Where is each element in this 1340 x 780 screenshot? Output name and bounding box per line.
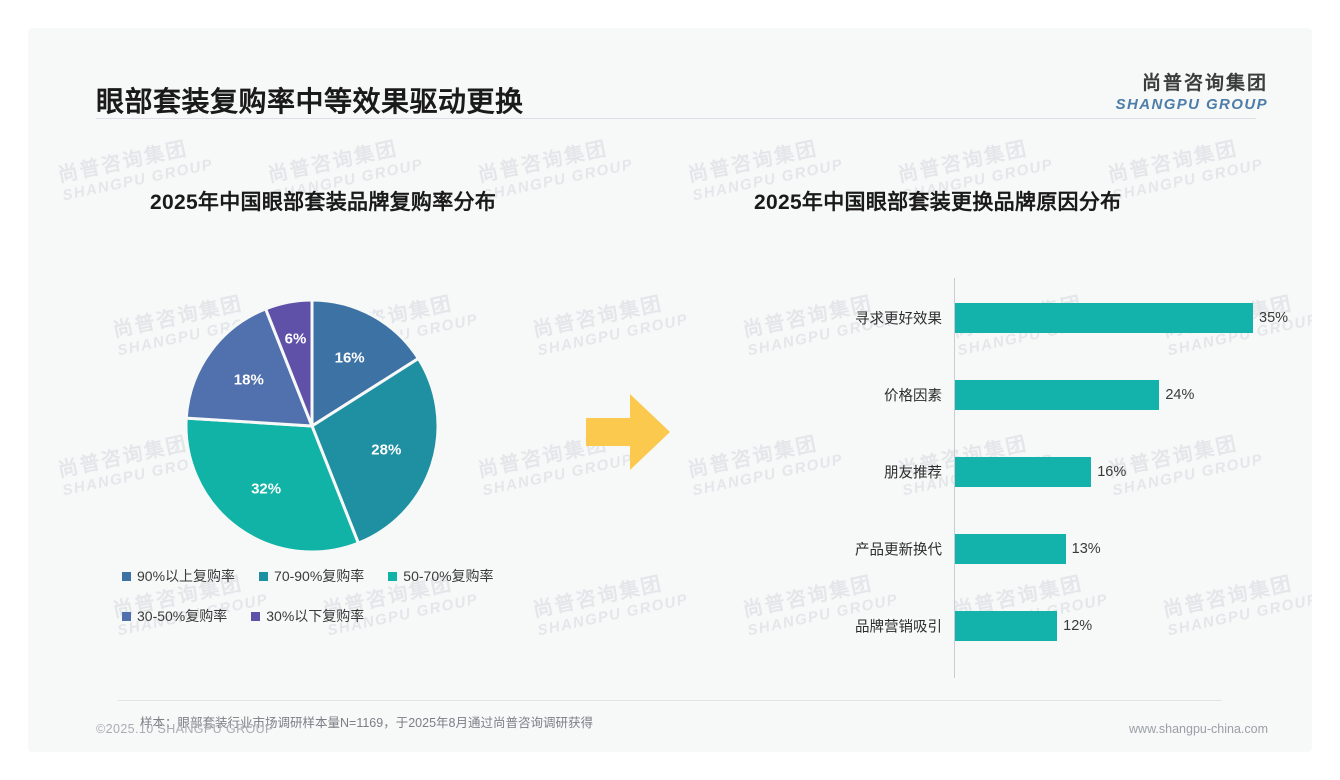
bar-category-label: 朋友推荐: [884, 465, 942, 482]
website-link[interactable]: www.shangpu-china.com: [1129, 722, 1268, 736]
bar-chart-title: 2025年中国眼部套装更换品牌原因分布: [754, 191, 1122, 214]
bar-fill[interactable]: [955, 380, 1160, 410]
bar-category-label: 品牌营销吸引: [855, 619, 942, 636]
legend-label: 50-70%复购率: [403, 568, 494, 584]
pie-slice-label: 16%: [334, 349, 365, 367]
page-title: 眼部套装复购率中等效果驱动更换: [96, 86, 524, 117]
pie-slice-label: 18%: [233, 371, 264, 389]
bar-chart-axis: [954, 278, 955, 678]
legend-label: 30%以下复购率: [266, 608, 365, 624]
pie-slice-label: 6%: [284, 330, 307, 348]
bar-category-label: 价格因素: [884, 388, 942, 405]
pie-slice-label: 28%: [371, 441, 402, 459]
bar-row: 朋友推荐 16%: [754, 454, 1254, 490]
bar-value-label: 35%: [1259, 310, 1289, 326]
legend-item[interactable]: 90%以上复购率: [122, 566, 235, 586]
legend-label: 30-50%复购率: [137, 608, 228, 624]
footnote-divider: [118, 700, 1222, 701]
legend-swatch-icon: [122, 611, 131, 621]
legend-item[interactable]: 30%以下复购率: [251, 606, 364, 626]
bar-row: 品牌营销吸引 12%: [754, 608, 1254, 644]
pie-slice[interactable]: [310, 298, 421, 429]
pie-slice[interactable]: [184, 306, 315, 428]
sample-footnote: 样本：眼部套装行业市场调研样本量N=1169，于2025年8月通过尚普咨询调研获…: [140, 716, 593, 730]
legend-swatch-icon: [259, 571, 269, 581]
bar-row: 产品更新换代 13%: [754, 531, 1254, 567]
legend-item[interactable]: 70-90%复购率: [259, 566, 364, 586]
slide-canvas: 眼部套装复购率中等效果驱动更换 尚普咨询集团 SHANGPU GROUP 尚普咨…: [28, 28, 1312, 752]
slide-footer: ©2025.10 SHANGPU GROUP www.shangpu-china…: [28, 710, 1312, 752]
header-divider: [96, 118, 1256, 119]
legend-swatch-icon: [388, 571, 398, 581]
bar-category-label: 寻求更好效果: [855, 311, 942, 328]
pie-slice[interactable]: [310, 356, 440, 546]
pie-svg: [184, 298, 440, 554]
legend-label: 90%以上复购率: [137, 568, 236, 584]
logo-english-text: SHANGPU GROUP: [1115, 95, 1268, 113]
bar-row: 寻求更好效果 35%: [754, 300, 1288, 336]
bar-fill[interactable]: [955, 457, 1092, 487]
pie-legend: 90%以上复购率 70-90%复购率 50-70%复购率 30-50%复购率 30%以下…: [122, 566, 662, 646]
pie-slice[interactable]: [263, 298, 314, 427]
pie-chart: 16% 28% 32% 18% 6%: [184, 298, 440, 554]
bar-value-label: 16%: [1097, 464, 1127, 480]
bar-category-label: 产品更新换代: [855, 542, 942, 559]
legend-label: 70-90%复购率: [274, 568, 365, 584]
bar-fill[interactable]: [955, 611, 1058, 641]
brand-logo: 尚普咨询集团 SHANGPU GROUP: [1116, 72, 1268, 115]
bar-chart: 寻求更好效果 35% 价格因素 24% 朋友推荐 16% 产品更新换代 13% 品牌营销吸引 12…: [754, 278, 1288, 678]
pie-slice-label: 32%: [251, 480, 282, 498]
arrow-svg: [586, 394, 670, 470]
legend-row: 90%以上复购率 70-90%复购率 50-70%复购率: [122, 566, 662, 586]
slide-header: 眼部套装复购率中等效果驱动更换 尚普咨询集团 SHANGPU GROUP: [28, 28, 1312, 118]
bar-fill[interactable]: [955, 303, 1253, 333]
pie-chart-title: 2025年中国眼部套装品牌复购率分布: [150, 191, 497, 214]
copyright-text: ©2025.10 SHANGPU GROUP: [96, 722, 274, 736]
bar-row: 价格因素 24%: [754, 377, 1254, 413]
legend-swatch-icon: [251, 611, 261, 621]
legend-row: 30-50%复购率 30%以下复购率: [122, 606, 662, 626]
pie-slice[interactable]: [184, 416, 361, 554]
logo-chinese-text: 尚普咨询集团: [1141, 73, 1268, 94]
pie-chart-panel: 2025年中国眼部套装品牌复购率分布 16% 28% 32% 18% 6% 90%以上复…: [96, 148, 676, 678]
bar-value-label: 24%: [1165, 387, 1195, 403]
bar-value-label: 12%: [1063, 618, 1093, 634]
legend-swatch-icon: [122, 571, 131, 581]
right-arrow-icon: [582, 390, 674, 474]
legend-item[interactable]: 50-70%复购率: [388, 566, 494, 586]
bar-value-label: 13%: [1071, 541, 1101, 557]
bar-chart-panel: 2025年中国眼部套装更换品牌原因分布 寻求更好效果 35% 价格因素 24% 朋友推荐…: [728, 148, 1288, 678]
legend-item[interactable]: 30-50%复购率: [122, 606, 227, 626]
bar-fill[interactable]: [955, 534, 1066, 564]
